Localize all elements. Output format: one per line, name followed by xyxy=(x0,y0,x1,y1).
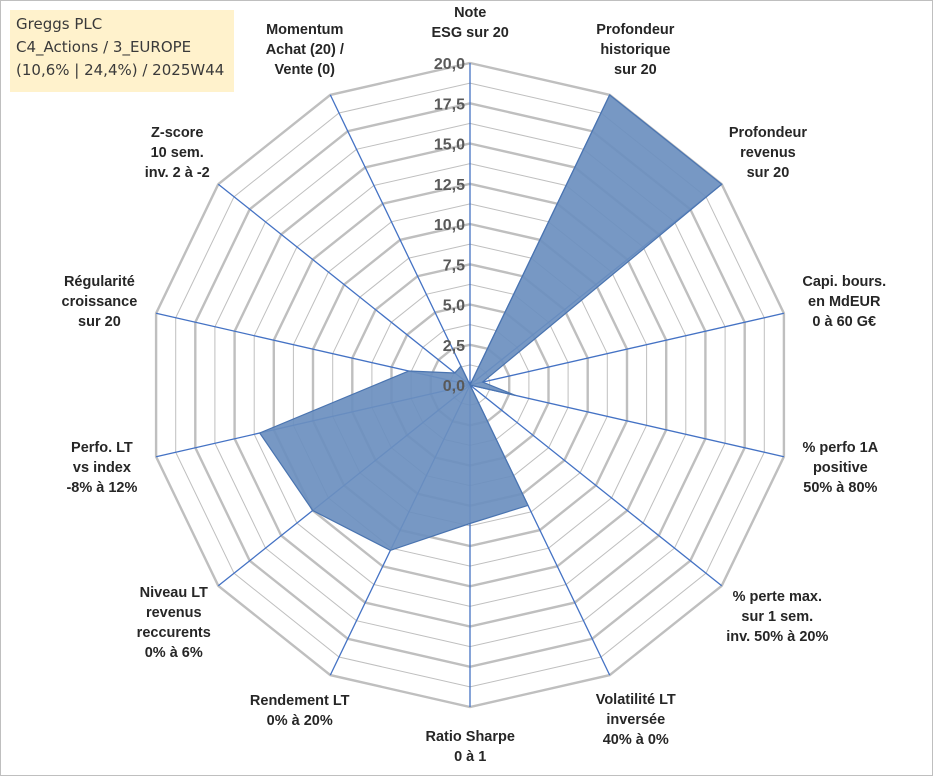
category-label-line: Profondeur xyxy=(596,20,674,40)
series-area xyxy=(260,95,722,551)
category-label-line: Volatilité LT xyxy=(596,690,676,710)
category-label-line: % perfo 1A xyxy=(802,438,878,458)
category-label-line: sur 1 sem. xyxy=(726,607,828,627)
category-label-line: positive xyxy=(802,458,878,478)
category-label-line: Note xyxy=(432,3,509,23)
category-label-line: Vente (0) xyxy=(266,60,344,80)
category-label-line: inversée xyxy=(596,710,676,730)
category-label-line: sur 20 xyxy=(596,60,674,80)
category-label-line: Achat (20) / xyxy=(266,40,344,60)
category-label-line: 0 à 1 xyxy=(426,747,515,767)
category-label-line: sur 20 xyxy=(62,312,138,332)
category-label-line: Z-score xyxy=(145,123,210,143)
category-label-line: en MdEUR xyxy=(802,292,886,312)
category-label-line: revenus xyxy=(729,143,807,163)
info-box: Greggs PLC C4_Actions / 3_EUROPE (10,6% … xyxy=(10,10,234,92)
category-label-line: Ratio Sharpe xyxy=(426,727,515,747)
tick-label: 7,5 xyxy=(443,257,465,274)
category-label: % perte max.sur 1 sem.inv. 50% à 20% xyxy=(726,587,828,647)
category-label-line: croissance xyxy=(62,292,138,312)
category-label-line: 0 à 60 G€ xyxy=(802,312,886,332)
tick-label: 15,0 xyxy=(434,137,465,154)
info-line-category: C4_Actions / 3_EUROPE xyxy=(10,36,234,59)
category-label-line: Profondeur xyxy=(729,123,807,143)
tick-label: 12,5 xyxy=(434,177,465,194)
category-label-line: vs index xyxy=(66,458,137,478)
tick-label: 10,0 xyxy=(434,217,465,234)
category-label-line: ESG sur 20 xyxy=(432,23,509,43)
category-label-line: inv. 50% à 20% xyxy=(726,627,828,647)
category-label-line: 50% à 80% xyxy=(802,478,878,498)
tick-label: 5,0 xyxy=(443,298,465,315)
category-label-line: -8% à 12% xyxy=(66,478,137,498)
category-label-line: Régularité xyxy=(62,272,138,292)
category-label-line: Rendement LT xyxy=(250,691,350,711)
category-label-line: Niveau LT xyxy=(137,583,211,603)
tick-label: 0,0 xyxy=(443,378,465,395)
category-label-line: revenus xyxy=(137,603,211,623)
tick-label: 2,5 xyxy=(443,338,465,355)
radial-tick-labels: 0,0 2,5 5,0 7,5 10,0 12,5 15,0 17,5 20,0 xyxy=(434,56,465,395)
category-label-line: sur 20 xyxy=(729,163,807,183)
category-label-line: historique xyxy=(596,40,674,60)
info-line-stats: (10,6% | 24,4%) / 2025W44 xyxy=(10,59,234,82)
category-label-line: Momentum xyxy=(266,20,344,40)
category-label-line: inv. 2 à -2 xyxy=(145,163,210,183)
category-label-line: reccurents xyxy=(137,623,211,643)
category-label-line: % perte max. xyxy=(726,587,828,607)
category-label-line: 0% à 20% xyxy=(250,711,350,731)
tick-label: 17,5 xyxy=(434,96,465,113)
radar-series xyxy=(260,95,722,551)
category-label-line: Capi. bours. xyxy=(802,272,886,292)
category-label-line: 40% à 0% xyxy=(596,730,676,750)
category-label-line: Perfo. LT xyxy=(66,438,137,458)
category-label-line: 10 sem. xyxy=(145,143,210,163)
category-label-line: 0% à 6% xyxy=(137,643,211,663)
tick-label: 20,0 xyxy=(434,56,465,73)
info-line-company: Greggs PLC xyxy=(10,13,234,36)
